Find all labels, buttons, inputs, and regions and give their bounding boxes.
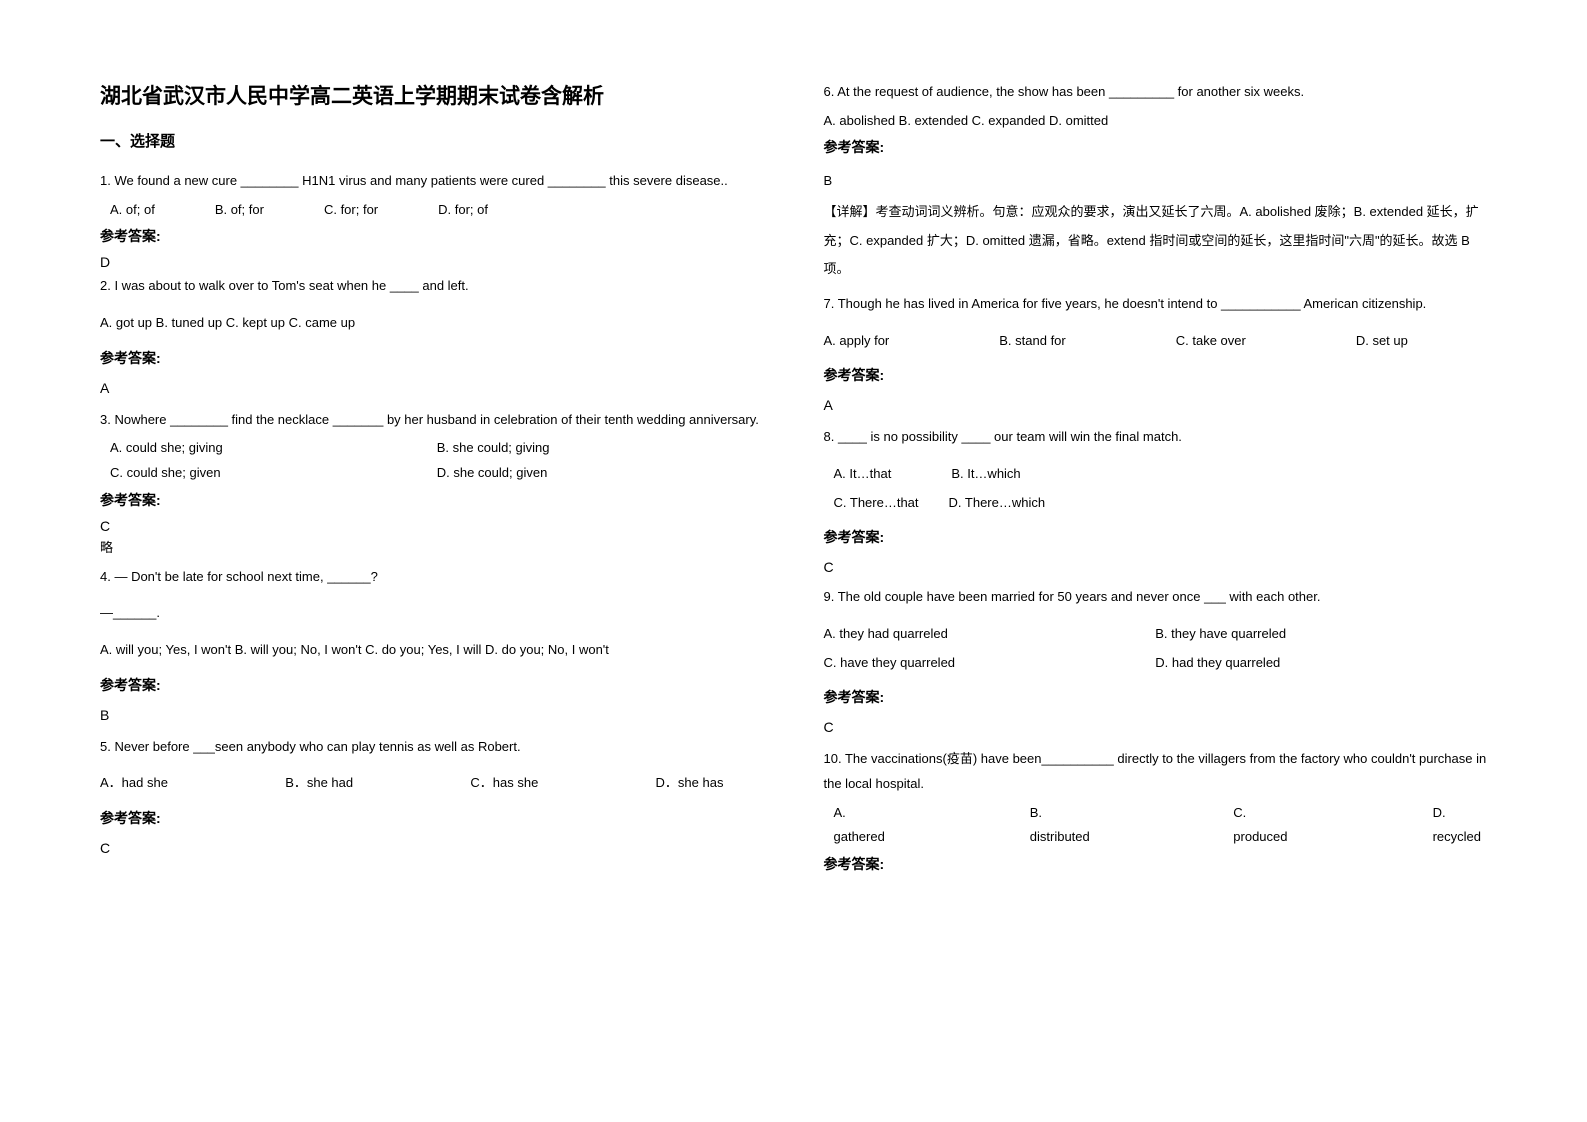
document-title: 湖北省武汉市人民中学高二英语上学期期末试卷含解析: [100, 80, 764, 110]
q2-text: 2. I was about to walk over to Tom's sea…: [100, 274, 764, 299]
q5-opt-a: A．had she: [100, 771, 168, 796]
q3-answer: C: [100, 518, 764, 534]
q5-answer: C: [100, 840, 764, 856]
q1-opt-b: B. of; for: [215, 198, 264, 223]
q1-text: 1. We found a new cure ________ H1N1 vir…: [100, 169, 764, 194]
q9-text: 9. The old couple have been married for …: [824, 585, 1488, 610]
q6-answer-label: 参考答案:: [824, 137, 1488, 157]
q7-opt-a: A. apply for: [824, 329, 890, 354]
q5-opt-b: B．she had: [285, 771, 353, 796]
right-column: 6. At the request of audience, the show …: [824, 80, 1488, 1082]
q1-answer: D: [100, 254, 764, 270]
q1-opt-a: A. of; of: [110, 198, 155, 223]
q3-note: 略: [100, 536, 764, 561]
q9-answer: C: [824, 719, 1488, 735]
q9-options-row1: A. they had quarreled B. they have quarr…: [824, 622, 1488, 647]
q4-answer: B: [100, 707, 764, 723]
q5-options: A．had she B．she had C．has she D．she has: [100, 771, 764, 796]
q6-explain: 【详解】考查动词词义辨析。句意：应观众的要求，演出又延长了六周。A. aboli…: [824, 198, 1488, 284]
q8-options-row1: A. It…that B. It…which: [824, 462, 1488, 487]
q6-options: A. abolished B. extended C. expanded D. …: [824, 109, 1488, 134]
q8-opt-c: C. There…that: [834, 491, 919, 516]
q9-answer-label: 参考答案:: [824, 687, 1488, 707]
q1-opt-d: D. for; of: [438, 198, 488, 223]
q10-options: A. gathered B. distributed C. produced D…: [824, 801, 1488, 850]
q9-opt-b: B. they have quarreled: [1155, 622, 1487, 647]
q10-opt-c: C. produced: [1233, 801, 1292, 850]
section-heading: 一、选择题: [100, 130, 764, 151]
q4-options: A. will you; Yes, I won't B. will you; N…: [100, 638, 764, 663]
q6-answer: B: [824, 169, 1488, 194]
q3-text: 3. Nowhere ________ find the necklace __…: [100, 408, 764, 433]
q3-answer-label: 参考答案:: [100, 490, 764, 510]
q1-options: A. of; of B. of; for C. for; for D. for;…: [100, 198, 764, 223]
q7-opt-c: C. take over: [1176, 329, 1246, 354]
q5-opt-c: C．has she: [470, 771, 538, 796]
q6-text: 6. At the request of audience, the show …: [824, 80, 1488, 105]
q7-options: A. apply for B. stand for C. take over D…: [824, 329, 1488, 354]
q4-text2: —______.: [100, 601, 764, 626]
q10-answer-label: 参考答案:: [824, 854, 1488, 874]
q8-options-row2: C. There…that D. There…which: [824, 491, 1488, 516]
q7-answer: A: [824, 397, 1488, 413]
q8-opt-d: D. There…which: [949, 491, 1046, 516]
q9-opt-c: C. have they quarreled: [824, 651, 1156, 676]
q3-options: A. could she; giving B. she could; givin…: [100, 436, 764, 485]
q2-options: A. got up B. tuned up C. kept up C. came…: [100, 311, 764, 336]
q8-text: 8. ____ is no possibility ____ our team …: [824, 425, 1488, 450]
q5-text: 5. Never before ___seen anybody who can …: [100, 735, 764, 760]
q8-opt-a: A. It…that: [834, 462, 892, 487]
q10-opt-d: D. recycled: [1433, 801, 1487, 850]
q8-answer: C: [824, 559, 1488, 575]
q10-text: 10. The vaccinations(疫苗) have been______…: [824, 747, 1488, 796]
q3-opt-b: B. she could; giving: [437, 436, 764, 461]
q5-answer-label: 参考答案:: [100, 808, 764, 828]
left-column: 湖北省武汉市人民中学高二英语上学期期末试卷含解析 一、选择题 1. We fou…: [100, 80, 764, 1082]
q2-answer-label: 参考答案:: [100, 348, 764, 368]
q7-opt-b: B. stand for: [999, 329, 1065, 354]
q9-opt-d: D. had they quarreled: [1155, 651, 1487, 676]
q8-answer-label: 参考答案:: [824, 527, 1488, 547]
q7-text: 7. Though he has lived in America for fi…: [824, 292, 1488, 317]
q8-opt-b: B. It…which: [951, 462, 1020, 487]
q9-opt-a: A. they had quarreled: [824, 622, 1156, 647]
q3-opt-d: D. she could; given: [437, 461, 764, 486]
q10-opt-a: A. gathered: [834, 801, 890, 850]
q10-opt-b: B. distributed: [1030, 801, 1094, 850]
q5-opt-d: D．she has: [656, 771, 724, 796]
q3-opt-c: C. could she; given: [110, 461, 437, 486]
q4-text: 4. — Don't be late for school next time,…: [100, 565, 764, 590]
q1-answer-label: 参考答案:: [100, 226, 764, 246]
q7-answer-label: 参考答案:: [824, 365, 1488, 385]
q9-options-row2: C. have they quarreled D. had they quarr…: [824, 651, 1488, 676]
q1-opt-c: C. for; for: [324, 198, 378, 223]
q3-opt-a: A. could she; giving: [110, 436, 437, 461]
q4-answer-label: 参考答案:: [100, 675, 764, 695]
q7-opt-d: D. set up: [1356, 329, 1408, 354]
q2-answer: A: [100, 380, 764, 396]
